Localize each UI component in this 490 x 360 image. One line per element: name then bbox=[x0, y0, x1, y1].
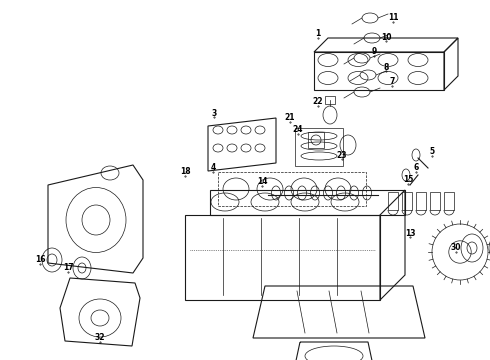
Text: 30: 30 bbox=[451, 243, 461, 252]
Text: 16: 16 bbox=[35, 256, 45, 265]
Text: 7: 7 bbox=[390, 77, 394, 86]
Text: 18: 18 bbox=[180, 167, 190, 176]
Text: 15: 15 bbox=[403, 175, 413, 184]
Bar bbox=[308, 132, 324, 148]
Bar bbox=[402, 192, 412, 210]
Text: 9: 9 bbox=[371, 48, 377, 57]
Text: 17: 17 bbox=[63, 264, 74, 273]
Text: 13: 13 bbox=[405, 229, 415, 238]
Text: 4: 4 bbox=[210, 163, 216, 172]
Text: 32: 32 bbox=[95, 333, 105, 342]
Bar bbox=[416, 192, 426, 210]
Text: 14: 14 bbox=[257, 177, 267, 186]
Bar bbox=[444, 192, 454, 210]
Text: 22: 22 bbox=[313, 98, 323, 107]
Text: 24: 24 bbox=[293, 126, 303, 135]
Text: 11: 11 bbox=[388, 13, 398, 22]
Text: 8: 8 bbox=[383, 63, 389, 72]
Text: 23: 23 bbox=[337, 150, 347, 159]
Bar bbox=[295, 128, 343, 166]
Text: 3: 3 bbox=[211, 108, 217, 117]
Text: 5: 5 bbox=[429, 148, 435, 157]
Text: 21: 21 bbox=[285, 113, 295, 122]
Text: 1: 1 bbox=[316, 30, 320, 39]
Bar bbox=[388, 192, 398, 210]
Bar bbox=[325, 96, 335, 104]
Text: 6: 6 bbox=[414, 163, 418, 172]
Text: 10: 10 bbox=[381, 32, 391, 41]
Bar bbox=[218, 172, 366, 206]
Bar bbox=[430, 192, 440, 210]
